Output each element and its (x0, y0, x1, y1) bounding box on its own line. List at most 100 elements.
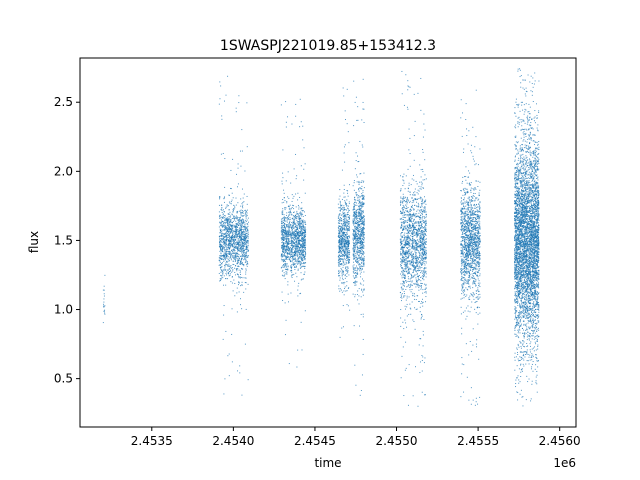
data-point (238, 219, 240, 221)
data-point (234, 229, 236, 231)
data-point (339, 238, 341, 240)
data-point (357, 242, 359, 244)
data-point (363, 232, 365, 234)
data-point (290, 208, 292, 210)
data-point (353, 236, 355, 238)
data-point (421, 264, 423, 266)
data-point (346, 213, 348, 215)
data-point (238, 236, 240, 238)
data-point (408, 249, 410, 251)
data-point (359, 240, 361, 242)
data-point (357, 211, 359, 213)
data-point (361, 220, 363, 222)
data-point (247, 250, 249, 252)
data-point (347, 256, 349, 258)
data-point (245, 210, 247, 212)
data-point (360, 231, 362, 233)
data-point (406, 265, 408, 267)
data-point (229, 238, 231, 240)
data-point (347, 262, 349, 264)
data-point (303, 262, 305, 264)
data-point (417, 209, 419, 211)
data-point (232, 226, 234, 228)
data-point (246, 257, 248, 259)
data-point (419, 210, 420, 212)
data-point (355, 96, 357, 98)
data-point (229, 270, 231, 272)
data-point (284, 236, 286, 238)
data-point (353, 219, 355, 221)
data-point (298, 217, 300, 219)
data-point (284, 233, 286, 235)
data-point (227, 236, 229, 238)
data-point (407, 260, 409, 262)
data-point (347, 209, 349, 211)
data-point (357, 222, 359, 224)
data-point (360, 237, 362, 239)
data-point (283, 201, 285, 203)
data-point (289, 253, 291, 255)
data-point (402, 288, 404, 290)
data-point (227, 253, 229, 255)
data-point (219, 245, 221, 247)
data-point (405, 247, 407, 249)
data-point (290, 261, 292, 263)
data-point (301, 253, 303, 255)
data-point (416, 295, 418, 297)
data-point (282, 254, 284, 256)
data-point (227, 229, 229, 231)
data-point (241, 254, 243, 256)
data-point (359, 256, 361, 258)
data-point (354, 211, 356, 213)
data-point (282, 244, 284, 246)
data-point (238, 242, 240, 244)
data-point (302, 235, 304, 237)
data-point (343, 234, 345, 236)
data-point (344, 288, 345, 290)
data-point (220, 255, 222, 256)
data-point (417, 92, 419, 94)
data-point (293, 232, 295, 234)
data-point (343, 258, 345, 260)
data-point (288, 243, 290, 245)
data-point (346, 203, 348, 205)
data-point (281, 242, 283, 244)
data-point (283, 217, 285, 219)
data-point (282, 210, 284, 212)
data-point (348, 218, 350, 220)
data-point (353, 224, 355, 226)
data-point (360, 235, 362, 237)
data-point (359, 325, 361, 327)
data-point (409, 208, 411, 210)
data-point (225, 206, 227, 208)
data-point (348, 259, 350, 261)
data-point (295, 217, 297, 219)
data-point (340, 263, 342, 265)
data-point (357, 226, 359, 228)
data-point (241, 236, 243, 238)
data-point (359, 394, 361, 396)
data-point (304, 310, 306, 312)
data-point (360, 216, 362, 218)
data-point (355, 241, 357, 243)
data-point (302, 254, 304, 256)
data-point (356, 253, 358, 255)
data-point (417, 223, 419, 225)
data-point (240, 247, 242, 249)
data-point (225, 237, 227, 239)
data-point (361, 217, 363, 219)
data-point (222, 220, 224, 222)
data-point (414, 194, 416, 196)
data-point (339, 229, 341, 231)
data-point (222, 235, 224, 237)
data-point (225, 232, 227, 234)
data-point (291, 241, 293, 243)
data-point (233, 239, 235, 241)
data-point (219, 244, 221, 246)
data-point (415, 242, 417, 244)
data-point (242, 247, 244, 249)
data-point (409, 237, 411, 239)
data-point (230, 259, 232, 261)
data-point (240, 232, 242, 234)
data-point (414, 328, 416, 330)
